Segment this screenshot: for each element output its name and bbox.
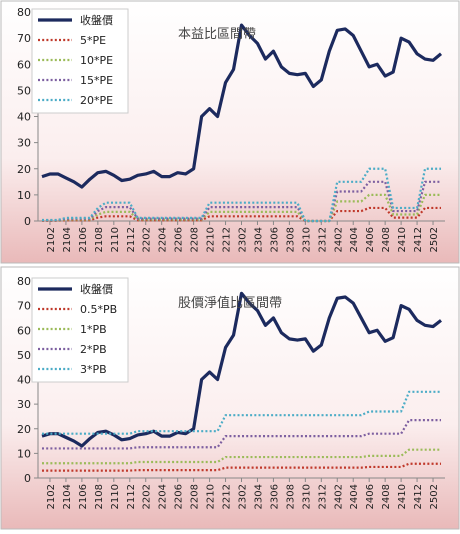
- x-tick-label: 2208: [190, 484, 201, 509]
- x-tick-label: 2108: [94, 484, 105, 509]
- x-tick-label: 2208: [190, 227, 201, 252]
- y-tick-label: 50: [17, 349, 31, 362]
- x-tick-label: 2104: [62, 484, 73, 509]
- x-tick-label: 2402: [333, 227, 344, 252]
- x-tick-label: 2112: [126, 484, 137, 509]
- x-tick-label: 2202: [142, 484, 153, 509]
- x-tick-label: 2110: [110, 227, 121, 252]
- y-tick-label: 20: [17, 423, 31, 436]
- y-tick-label: 80: [17, 275, 31, 288]
- legend-label: 5*PE: [80, 34, 106, 47]
- y-tick-label: 30: [17, 398, 31, 411]
- x-tick-label: 2212: [222, 484, 233, 509]
- x-tick-label: 2112: [126, 227, 137, 252]
- x-tick-label: 2410: [397, 484, 408, 509]
- y-tick-label: 20: [17, 163, 31, 176]
- y-tick-label: 10: [17, 447, 31, 460]
- x-tick-label: 2304: [253, 227, 264, 252]
- x-tick-label: 2406: [365, 484, 376, 509]
- series-line: [41, 180, 442, 223]
- y-tick-label: 0: [24, 472, 31, 485]
- x-tick-label: 2302: [238, 227, 249, 252]
- x-tick-label: 2106: [78, 484, 89, 509]
- legend-label: 20*PE: [80, 94, 113, 107]
- y-tick-label: 50: [17, 84, 31, 97]
- x-tick-label: 2102: [46, 227, 57, 252]
- legend-label: 3*PB: [80, 363, 107, 376]
- x-tick-label: 2110: [110, 484, 121, 509]
- series-line: [41, 23, 443, 189]
- x-tick-label: 2308: [285, 227, 296, 252]
- series-line: [41, 193, 442, 223]
- y-tick-label: 60: [17, 324, 31, 337]
- x-tick-label: 2502: [429, 484, 440, 509]
- x-tick-label: 2412: [413, 227, 424, 252]
- y-tick-label: 70: [17, 32, 31, 45]
- x-tick-label: 2212: [222, 227, 233, 252]
- y-tick-label: 80: [17, 6, 31, 19]
- y-tick-label: 40: [17, 111, 31, 124]
- legend-label: 1*PB: [80, 323, 107, 336]
- legend-label: 收盤價: [80, 282, 113, 296]
- x-tick-label: 2302: [238, 484, 249, 509]
- series-line: [41, 206, 442, 223]
- legend-label: 0.5*PB: [80, 303, 117, 316]
- legend-label: 2*PB: [80, 343, 107, 356]
- x-tick-label: 2410: [397, 227, 408, 252]
- x-tick-label: 2108: [94, 227, 105, 252]
- chart-panel: 0 10 20 30 40 50 60 70 80 2102 2104 2106 2108 2110 211…: [0, 266, 460, 530]
- x-tick-label: 2104: [62, 227, 73, 252]
- x-tick-label: 2312: [317, 484, 328, 509]
- x-tick-label: 2204: [158, 484, 169, 509]
- x-tick-label: 2304: [253, 484, 264, 509]
- y-tick-label: 10: [17, 189, 31, 202]
- x-tick-label: 2306: [269, 227, 280, 252]
- x-tick-label: 2306: [269, 484, 280, 509]
- chart-title: 股價淨值比區間帶: [178, 295, 282, 311]
- x-tick-label: 2502: [429, 227, 440, 252]
- x-tick-label: 2202: [142, 227, 153, 252]
- y-tick-label: 60: [17, 58, 31, 71]
- x-tick-label: 2408: [381, 484, 392, 509]
- legend-label: 10*PE: [80, 54, 113, 67]
- y-tick-label: 30: [17, 137, 31, 150]
- chart-title: 本益比區間帶: [178, 27, 256, 42]
- x-tick-label: 2408: [381, 227, 392, 252]
- x-tick-label: 2406: [365, 227, 376, 252]
- x-tick-label: 2310: [301, 484, 312, 509]
- y-tick-label: 70: [17, 300, 31, 313]
- legend-label: 15*PE: [80, 74, 113, 87]
- series-line: [41, 462, 442, 472]
- x-tick-label: 2310: [301, 227, 312, 252]
- x-tick-label: 2204: [158, 227, 169, 252]
- x-tick-label: 2402: [333, 484, 344, 509]
- x-tick-label: 2102: [46, 484, 57, 509]
- x-tick-label: 2206: [174, 484, 185, 509]
- series-line: [41, 291, 442, 448]
- legend-label: 收盤價: [80, 13, 113, 27]
- y-tick-label: 40: [17, 374, 31, 387]
- series-line: [41, 167, 442, 223]
- chart-panel: 0 10 20 30 40 50 60 70 80 2102 2104 2106 2108 2110 211…: [0, 0, 460, 264]
- x-tick-label: 2312: [317, 227, 328, 252]
- x-tick-label: 2210: [206, 484, 217, 509]
- x-tick-label: 2106: [78, 227, 89, 252]
- x-tick-label: 2412: [413, 484, 424, 509]
- x-tick-label: 2404: [349, 484, 360, 509]
- x-tick-label: 2308: [285, 484, 296, 509]
- y-tick-label: 0: [24, 215, 31, 228]
- x-tick-label: 2210: [206, 227, 217, 252]
- x-tick-label: 2206: [174, 227, 185, 252]
- x-tick-label: 2404: [349, 227, 360, 252]
